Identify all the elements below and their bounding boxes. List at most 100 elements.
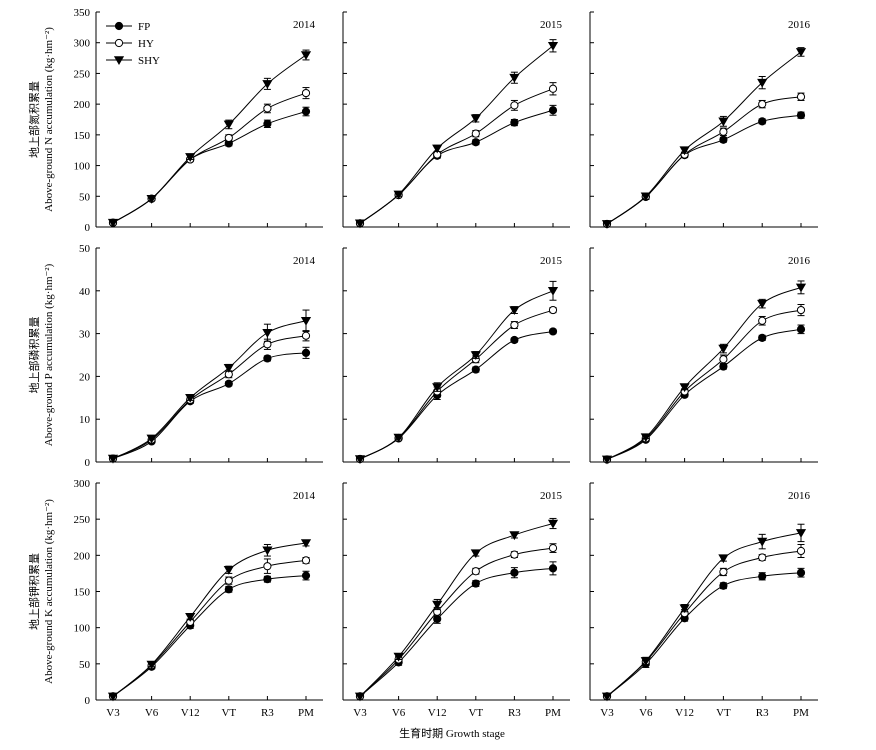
series-line-HY — [359, 547, 554, 697]
data-point-HY — [758, 100, 767, 109]
series-line-SHY — [112, 320, 307, 460]
year-label: 2014 — [293, 255, 316, 267]
data-point-FP — [548, 106, 558, 115]
data-point-SHY — [146, 660, 157, 670]
y-tick-label: 50 — [79, 243, 91, 255]
series-FP — [602, 324, 806, 464]
y-tick-label: 100 — [74, 623, 91, 635]
data-point-SHY — [795, 283, 807, 293]
y-tick-label: 50 — [79, 659, 91, 671]
series-line-SHY — [112, 542, 307, 697]
data-point-SHY — [640, 657, 651, 666]
x-tick-label: V12 — [428, 707, 447, 719]
data-point-FP — [548, 327, 558, 336]
y-tick-label: 0 — [85, 457, 91, 469]
data-point-SHY — [509, 73, 520, 83]
series-SHY — [107, 309, 312, 464]
legend-marker-FP — [114, 21, 124, 31]
data-point-FP — [758, 572, 767, 581]
data-point-HY — [301, 556, 311, 565]
data-point-HY — [719, 355, 728, 364]
series-line-FP — [112, 352, 307, 460]
data-point-SHY — [262, 546, 273, 556]
x-tick-label: PM — [793, 707, 809, 719]
series-SHY — [601, 47, 807, 229]
x-tick-label: PM — [545, 707, 561, 719]
data-point-FP — [263, 354, 272, 363]
y-tick-label: 40 — [79, 286, 91, 298]
panel-K-2015: V3 V6 V12 VT R3 PM 2015 — [342, 482, 570, 719]
data-point-SHY — [718, 344, 729, 354]
data-point-SHY — [300, 51, 312, 60]
panel-P-2015: 2015 — [342, 247, 570, 465]
data-point-FP — [796, 568, 806, 577]
y-tick-label: 300 — [74, 38, 91, 50]
series-HY — [108, 87, 311, 227]
x-tick-label: R3 — [261, 707, 274, 719]
data-point-FP — [301, 348, 311, 357]
series-HY — [602, 92, 806, 229]
x-tick-label: VT — [716, 707, 731, 719]
year-label: 2014 — [293, 490, 316, 502]
series-HY — [602, 303, 806, 464]
x-axis-title: 生育时期 Growth stage — [399, 726, 505, 740]
series-HY — [602, 543, 806, 701]
y-tick-label: 20 — [79, 371, 91, 383]
series-SHY — [354, 517, 559, 702]
data-point-SHY — [107, 454, 119, 464]
data-point-SHY — [470, 114, 481, 124]
data-point-SHY — [107, 218, 119, 228]
data-point-SHY — [679, 146, 690, 156]
series-SHY — [354, 39, 559, 229]
series-FP — [355, 104, 558, 228]
data-point-SHY — [146, 434, 157, 444]
data-point-SHY — [795, 529, 807, 538]
data-point-SHY — [223, 566, 234, 575]
data-point-HY — [301, 331, 311, 340]
panel-N-2014: 0 50 100 150 200 250 300 350 2014 地上部氮积累量 Above-gr… — [27, 7, 323, 234]
data-point-FP — [796, 325, 806, 334]
data-point-FP — [719, 135, 728, 144]
legend-marker-SHY — [113, 56, 125, 65]
data-point-SHY — [185, 153, 196, 162]
series-line-SHY — [606, 286, 802, 460]
y-tick-label: 200 — [74, 99, 91, 111]
series-line-FP — [359, 109, 554, 224]
x-tick-label: V3 — [600, 707, 614, 719]
data-point-FP — [510, 568, 519, 577]
series-line-FP — [359, 567, 554, 697]
data-point-HY — [719, 127, 728, 136]
series-HY — [108, 556, 311, 701]
data-point-FP — [510, 335, 519, 345]
series-line-HY — [112, 559, 307, 697]
y-tick-label: 150 — [74, 587, 91, 599]
series-HY — [355, 543, 558, 701]
x-tick-label: V3 — [106, 707, 120, 719]
year-label: 2015 — [540, 255, 563, 267]
series-line-FP — [606, 328, 802, 460]
y-tick-label: 100 — [74, 161, 91, 173]
data-point-SHY — [547, 41, 559, 51]
data-point-FP — [510, 118, 519, 127]
y-tick-label: 250 — [74, 514, 91, 526]
panel-N-2016: 2016 — [589, 11, 818, 229]
data-point-SHY — [509, 531, 520, 541]
data-point-SHY — [262, 80, 273, 89]
data-point-SHY — [146, 194, 157, 204]
data-point-HY — [224, 133, 233, 143]
data-point-FP — [758, 117, 767, 126]
x-tick-label: R3 — [508, 707, 521, 719]
y-tick-label: 50 — [79, 191, 91, 203]
data-point-FP — [758, 333, 767, 342]
series-FP — [108, 346, 311, 463]
y-tick-label: 30 — [79, 329, 91, 341]
series-HY — [108, 330, 311, 463]
series-FP — [602, 111, 806, 229]
x-tick-label: V12 — [675, 707, 694, 719]
x-tick-label: VT — [468, 707, 483, 719]
series-line-FP — [359, 330, 554, 460]
data-point-FP — [263, 119, 272, 128]
data-point-HY — [301, 88, 311, 98]
x-tick-label: VT — [221, 707, 236, 719]
legend: FP HY SHY — [106, 21, 160, 67]
